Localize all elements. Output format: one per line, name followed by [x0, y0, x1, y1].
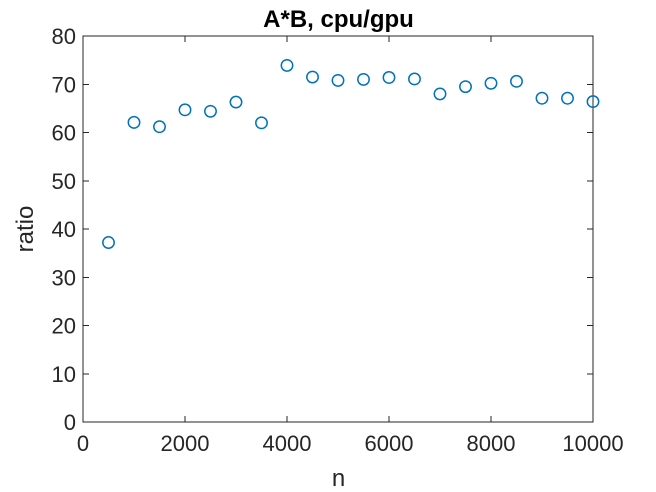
- x-tick-label: 6000: [365, 431, 414, 456]
- y-tick-label: 20: [52, 314, 76, 339]
- data-point: [153, 120, 166, 134]
- data-point: [127, 115, 141, 129]
- y-tick-label: 50: [52, 169, 76, 194]
- data-point: [535, 91, 549, 105]
- y-tick-label: 30: [52, 265, 76, 290]
- y-axis-label: ratio: [12, 206, 39, 253]
- y-tick-label: 10: [52, 362, 76, 387]
- y-tick-label: 80: [52, 24, 76, 49]
- data-point: [484, 76, 498, 90]
- data-point: [306, 70, 319, 84]
- data-point: [204, 104, 217, 118]
- x-axis-label: n: [332, 465, 345, 492]
- data-point: [255, 116, 268, 130]
- data-point: [102, 236, 115, 249]
- data-point-series: [102, 58, 600, 249]
- data-point: [357, 72, 370, 86]
- x-tick-label: 10000: [562, 431, 623, 456]
- y-tick-label: 0: [64, 410, 76, 435]
- data-point: [459, 80, 472, 94]
- tick-marks: [82, 35, 594, 423]
- data-point: [433, 87, 447, 101]
- chart-title: A*B, cpu/gpu: [263, 6, 414, 33]
- y-tick-label: 60: [52, 121, 76, 146]
- x-tick-label: 4000: [263, 431, 312, 456]
- x-tick-label: 0: [77, 431, 89, 456]
- data-point: [586, 95, 600, 109]
- data-point: [382, 71, 396, 84]
- data-point: [331, 73, 345, 87]
- axes-box: [82, 35, 594, 423]
- plot-border: [82, 35, 594, 423]
- data-point: [280, 58, 294, 72]
- x-tick-label: 8000: [467, 431, 516, 456]
- data-point: [510, 74, 523, 88]
- data-point: [408, 72, 421, 86]
- y-tick-label: 40: [52, 217, 76, 242]
- tick-labels: 0 2000 4000 6000 8000 10000 0 10 20 30 40 50 60 70 80: [52, 24, 624, 456]
- x-tick-label: 2000: [161, 431, 210, 456]
- data-point: [561, 91, 574, 105]
- y-tick-label: 70: [52, 72, 76, 97]
- data-point: [229, 95, 243, 109]
- data-point: [178, 103, 192, 117]
